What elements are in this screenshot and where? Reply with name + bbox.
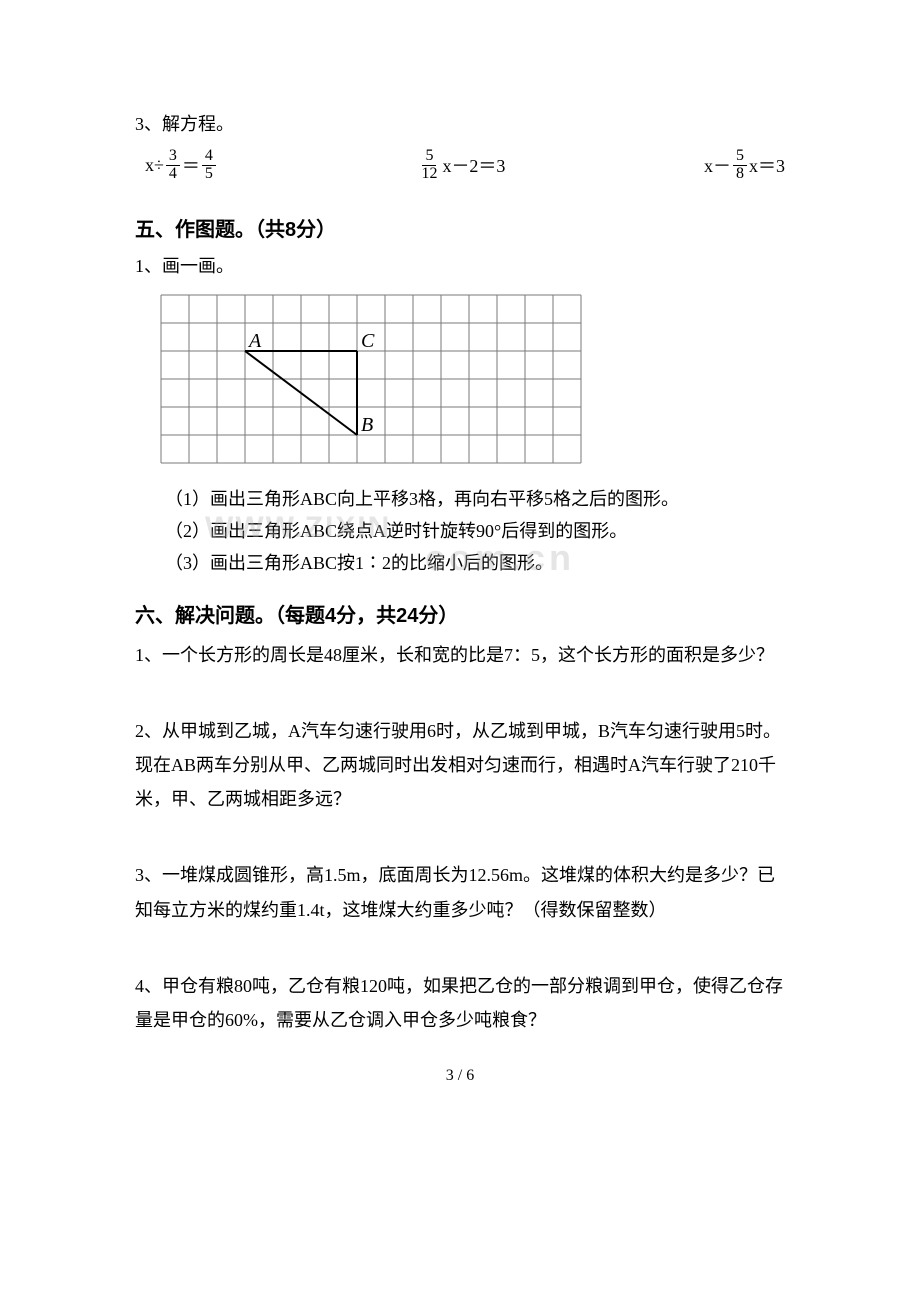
frac-num: 5	[422, 148, 436, 166]
eq3-rest: x＝3	[749, 152, 785, 178]
eq1-frac2: 4 5	[202, 148, 216, 183]
page: 3、解方程。 x÷ 3 4 ＝ 4 5 5 12 x－2＝3 x－ 5	[0, 0, 920, 1145]
s5-sub1: （1）画出三角形ABC向上平移3格，再向右平移5格之后的图形。	[165, 485, 785, 511]
frac-den: 5	[202, 166, 216, 183]
grid-svg: A C B	[160, 294, 582, 464]
svg-text:C: C	[361, 330, 375, 352]
problem-4: 4、甲仓有粮80吨，乙仓有粮120吨，如果把乙仓的一部分粮调到甲仓，使得乙仓存量…	[135, 969, 785, 1037]
s5-q1: 1、画一画。	[135, 252, 785, 278]
eq1-frac1: 3 4	[166, 148, 180, 183]
frac-num: 3	[166, 148, 180, 166]
s5-sub3: （3）画出三角形ABC按1∶2的比缩小后的图形。	[165, 549, 785, 575]
q3-label: 3、解方程。	[135, 110, 785, 136]
frac-den: 8	[733, 166, 747, 183]
eq2-frac: 5 12	[418, 148, 440, 183]
frac-num: 5	[733, 148, 747, 166]
frac-den: 12	[418, 166, 440, 183]
s5-sub2: （2）画出三角形ABC绕点A逆时针旋转90°后得到的图形。	[165, 517, 785, 543]
equations-row: x÷ 3 4 ＝ 4 5 5 12 x－2＝3 x－ 5 8 x＝3	[145, 148, 785, 183]
svg-text:B: B	[361, 414, 373, 436]
eq1: x÷ 3 4 ＝ 4 5	[145, 148, 218, 183]
eq3-pre: x－	[704, 152, 731, 178]
eq1-mid: ＝	[182, 152, 200, 178]
svg-text:A: A	[247, 330, 262, 352]
frac-num: 4	[202, 148, 216, 166]
page-number: 3 / 6	[135, 1067, 785, 1085]
problem-2: 2、从甲城到乙城，A汽车匀速行驶用6时，从乙城到甲城，B汽车匀速行驶用5时。现在…	[135, 714, 785, 817]
eq2: 5 12 x－2＝3	[416, 148, 505, 183]
problem-3: 3、一堆煤成圆锥形，高1.5m，底面周长为12.56m。这堆煤的体积大约是多少？…	[135, 858, 785, 926]
section5-title: 五、作图题。（共8分）	[135, 213, 785, 242]
grid-figure: A C B	[160, 294, 582, 464]
eq2-rest: x－2＝3	[442, 152, 505, 178]
frac-den: 4	[166, 166, 180, 183]
eq3-frac: 5 8	[733, 148, 747, 183]
problem-1: 1、一个长方形的周长是48厘米，长和宽的比是7：5，这个长方形的面积是多少？	[135, 638, 785, 672]
eq1-pre: x÷	[145, 155, 164, 176]
eq3: x－ 5 8 x＝3	[704, 148, 785, 183]
section6-title: 六、解决问题。（每题4分，共24分）	[135, 599, 785, 628]
